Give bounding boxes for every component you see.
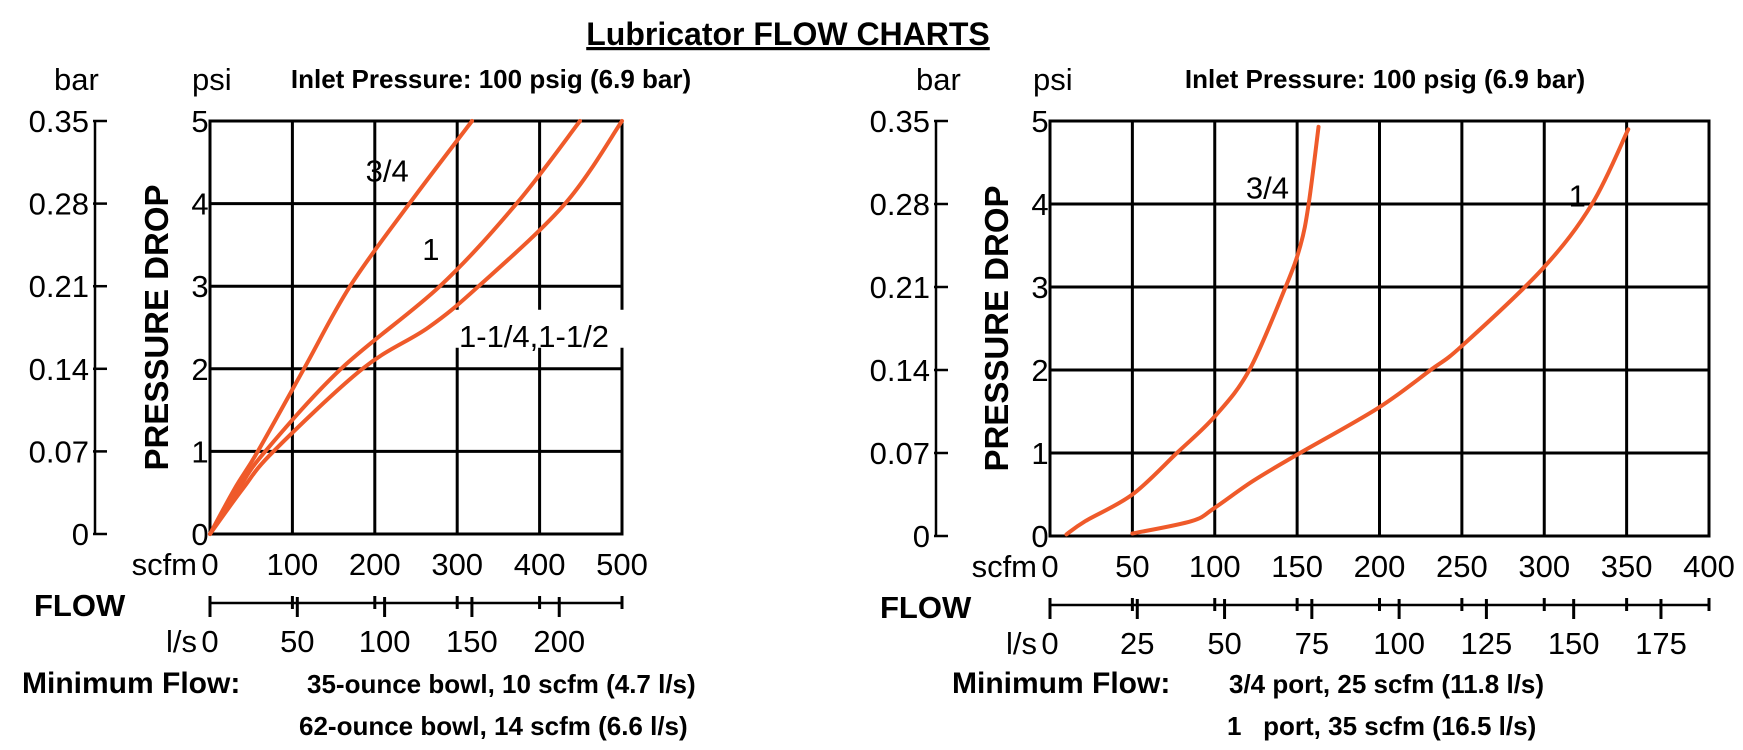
x-tick-scfm: 50 — [1115, 549, 1149, 584]
x-tick-scfm: 250 — [1436, 549, 1488, 584]
series-label-background — [455, 309, 645, 348]
y-axis-title: PRESSURE DROP — [138, 184, 175, 470]
y-tick-psi: 4 — [191, 187, 208, 222]
x-axis-title: FLOW — [34, 588, 126, 623]
y-tick-psi: 5 — [191, 104, 208, 139]
y-tick-psi: 0 — [1031, 519, 1048, 554]
y-tick-bar: 0.28 — [870, 187, 930, 222]
y-tick-bar: 0.14 — [870, 353, 930, 388]
x-tick-ls: 50 — [1207, 626, 1241, 661]
x-tick-ls: 175 — [1635, 626, 1687, 661]
y-tick-bar: 0.21 — [29, 269, 89, 304]
y-tick-bar: 0 — [913, 519, 930, 554]
x-tick-ls: 25 — [1120, 626, 1154, 661]
x-axis-title: FLOW — [880, 590, 972, 625]
plot-frame — [1048, 119, 1711, 538]
series-label: 1-1/4,1-1/2 — [459, 319, 609, 354]
x-tick-scfm: 100 — [1189, 549, 1241, 584]
x-tick-scfm: 200 — [349, 547, 401, 582]
chart-subtitle: Inlet Pressure: 100 psig (6.9 bar) — [1185, 64, 1585, 94]
y-tick-psi: 3 — [191, 269, 208, 304]
x-tick-scfm: 300 — [1518, 549, 1570, 584]
x-tick-scfm: 350 — [1601, 549, 1653, 584]
y-axis-title: PRESSURE DROP — [978, 185, 1015, 471]
minimum-flow-line: 35-ounce bowl, 10 scfm (4.7 l/s) — [307, 669, 696, 699]
bar-unit-label: bar — [54, 62, 99, 97]
y-tick-psi: 2 — [1031, 353, 1048, 388]
chart-2: bar psi Inlet Pressure: 100 psig (6.9 bar)… — [870, 62, 1735, 741]
series-curve — [1064, 124, 1321, 537]
x-tick-ls: 50 — [280, 624, 314, 659]
bar-unit-label: bar — [916, 62, 961, 97]
ls-unit-label: l/s — [166, 624, 197, 659]
minimum-flow-line: 62-ounce bowl, 14 scfm (6.6 l/s) — [299, 711, 688, 741]
psi-unit-label: psi — [1033, 62, 1073, 97]
series-label: 3/4 — [1246, 170, 1289, 205]
series-label: 1 — [422, 232, 439, 267]
minimum-flow-line: 3/4 port, 25 scfm (11.8 l/s) — [1229, 669, 1544, 699]
series-curve — [208, 119, 475, 536]
page-title: Lubricator FLOW CHARTS — [586, 16, 990, 52]
y-tick-bar: 0.21 — [870, 270, 930, 305]
x-tick-ls: 150 — [446, 624, 498, 659]
ls-unit-label: l/s — [1006, 626, 1037, 661]
minimum-flow-label: Minimum Flow: — [22, 667, 240, 700]
series-curve — [208, 119, 624, 536]
x-tick-scfm: 100 — [267, 547, 319, 582]
y-tick-bar: 0.35 — [870, 104, 930, 139]
scfm-unit-label: scfm — [972, 549, 1037, 584]
x-tick-ls: 0 — [201, 624, 218, 659]
y-tick-bar: 0 — [72, 517, 89, 552]
y-tick-bar: 0.07 — [870, 436, 930, 471]
scfm-unit-label: scfm — [132, 547, 197, 582]
x-tick-ls: 75 — [1295, 626, 1329, 661]
chart-subtitle: Inlet Pressure: 100 psig (6.9 bar) — [291, 64, 691, 94]
x-tick-ls: 100 — [1373, 626, 1425, 661]
minimum-flow-label: Minimum Flow: — [952, 667, 1170, 700]
y-tick-bar: 0.14 — [29, 352, 89, 387]
x-tick-scfm: 0 — [201, 547, 218, 582]
y-tick-bar: 0.07 — [29, 434, 89, 469]
x-tick-scfm: 400 — [514, 547, 566, 582]
y-tick-psi: 1 — [191, 434, 208, 469]
x-tick-ls: 100 — [359, 624, 411, 659]
x-tick-ls: 125 — [1461, 626, 1513, 661]
series-label: 1 — [1569, 179, 1586, 214]
series-label: 3/4 — [366, 154, 409, 189]
x-tick-scfm: 500 — [596, 547, 648, 582]
y-tick-bar: 0.35 — [29, 104, 89, 139]
x-tick-ls: 200 — [533, 624, 585, 659]
y-tick-psi: 4 — [1031, 187, 1048, 222]
y-tick-psi: 5 — [1031, 104, 1048, 139]
y-tick-psi: 0 — [191, 517, 208, 552]
series-curve — [1130, 127, 1631, 536]
psi-unit-label: psi — [192, 62, 232, 97]
y-tick-psi: 3 — [1031, 270, 1048, 305]
series-curve — [208, 119, 582, 536]
x-tick-scfm: 400 — [1683, 549, 1735, 584]
x-tick-ls: 150 — [1548, 626, 1600, 661]
x-tick-scfm: 200 — [1354, 549, 1406, 584]
x-tick-scfm: 150 — [1271, 549, 1323, 584]
chart-1: bar psi Inlet Pressure: 100 psig (6.9 bar)… — [22, 62, 696, 741]
y-tick-bar: 0.28 — [29, 187, 89, 222]
x-tick-scfm: 0 — [1041, 549, 1058, 584]
minimum-flow-line: 1 port, 35 scfm (16.5 l/s) — [1227, 711, 1536, 741]
x-tick-scfm: 300 — [431, 547, 483, 582]
x-tick-ls: 0 — [1041, 626, 1058, 661]
y-tick-psi: 1 — [1031, 436, 1048, 471]
y-tick-psi: 2 — [191, 352, 208, 387]
